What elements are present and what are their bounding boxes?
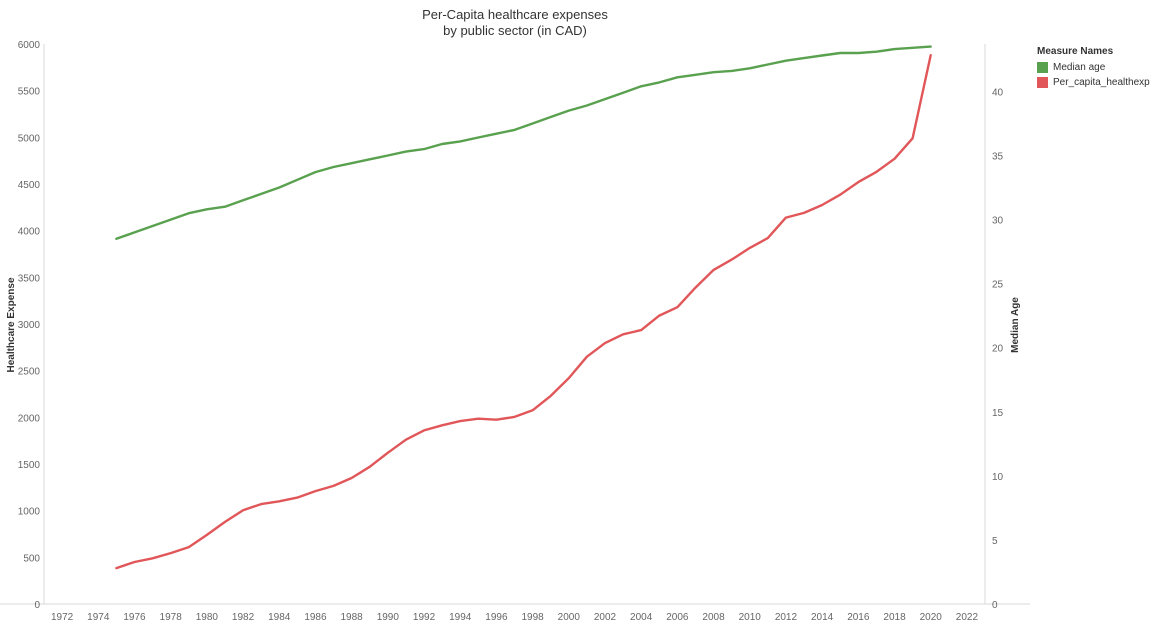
x-tick-label: 1978 (160, 612, 183, 623)
x-tick-label: 1976 (123, 612, 146, 623)
legend-title: Measure Names (1037, 46, 1114, 57)
x-tick-label: 1996 (485, 612, 508, 623)
legend-label-per-capita-healthexp: Per_capita_healthexp (1053, 77, 1150, 88)
x-tick-label: 2020 (920, 612, 943, 623)
x-tick-label: 2018 (883, 612, 906, 623)
right-tick-label: 40 (992, 87, 1004, 98)
right-tick-label: 25 (992, 280, 1004, 291)
right-tick-label: 5 (992, 536, 998, 547)
x-axis-ticks: 1972 1974 1976 1978 1980 1982 1984 1986 1988 1990… (51, 612, 978, 623)
legend-swatch-per-capita-healthexp (1037, 77, 1048, 88)
x-tick-label: 2000 (558, 612, 581, 623)
left-tick-label: 1500 (18, 460, 41, 471)
x-tick-label: 2012 (775, 612, 798, 623)
left-tick-label: 6000 (18, 40, 41, 51)
x-tick-label: 2002 (594, 612, 617, 623)
x-tick-label: 1980 (196, 612, 219, 623)
right-tick-label: 15 (992, 408, 1004, 419)
x-tick-label: 2010 (739, 612, 762, 623)
right-axis-label: Median Age (1010, 297, 1021, 353)
left-tick-label: 2000 (18, 413, 41, 424)
legend-item-per-capita-healthexp[interactable]: Per_capita_healthexp (1037, 75, 1150, 90)
left-tick-label: 500 (23, 553, 40, 564)
x-tick-label: 2014 (811, 612, 834, 623)
series-line-median-age (115, 45, 932, 241)
legend: Measure Names Median age Per_capita_heal… (1037, 46, 1150, 90)
x-tick-label: 2022 (956, 612, 979, 623)
x-tick-label: 1974 (87, 612, 110, 623)
chart-title: Per-Capita healthcare expenses (422, 7, 608, 22)
right-tick-label: 35 (992, 151, 1004, 162)
legend-item-median-age[interactable]: Median age (1037, 60, 1150, 75)
x-tick-label: 1990 (377, 612, 400, 623)
left-tick-label: 2500 (18, 367, 41, 378)
left-tick-label: 3000 (18, 320, 41, 331)
left-axis-label: Healthcare Expense (6, 277, 17, 372)
plot-area (0, 44, 1030, 605)
x-tick-label: 1994 (449, 612, 472, 623)
left-axis-ticks: 0 500 1000 1500 2000 2500 3000 3500 4000 4500 5000… (18, 40, 41, 611)
x-tick-label: 1988 (341, 612, 364, 623)
left-tick-label: 1000 (18, 507, 41, 518)
x-tick-label: 2016 (847, 612, 870, 623)
x-tick-label: 1986 (304, 612, 327, 623)
right-tick-label: 10 (992, 472, 1004, 483)
x-tick-label: 2006 (666, 612, 689, 623)
left-tick-label: 4000 (18, 227, 41, 238)
x-tick-label: 1998 (521, 612, 544, 623)
left-tick-label: 3500 (18, 273, 41, 284)
x-tick-label: 2004 (630, 612, 653, 623)
series-line-per-capita-healthexp (115, 54, 932, 570)
left-tick-label: 4500 (18, 180, 41, 191)
legend-swatch-median-age (1037, 62, 1048, 73)
right-tick-label: 20 (992, 344, 1004, 355)
left-tick-label: 5500 (18, 87, 41, 98)
line-chart: 1972 1974 1976 1978 1980 1982 1984 1986 1988 1990… (0, 40, 1030, 623)
left-tick-label: 5000 (18, 133, 41, 144)
right-tick-label: 30 (992, 216, 1004, 227)
x-tick-label: 1992 (413, 612, 436, 623)
chart-title-block: Per-Capita healthcare expenses by public… (0, 7, 1030, 39)
x-tick-label: 1984 (268, 612, 291, 623)
chart-subtitle: by public sector (in CAD) (443, 23, 587, 38)
legend-label-median-age: Median age (1053, 62, 1106, 73)
right-tick-label: 0 (992, 600, 998, 611)
left-tick-label: 0 (34, 600, 40, 611)
x-tick-label: 2008 (702, 612, 725, 623)
x-tick-label: 1972 (51, 612, 74, 623)
series-layer (115, 45, 932, 570)
x-tick-label: 1982 (232, 612, 255, 623)
right-axis-ticks: 0 5 10 15 20 25 30 35 40 (992, 87, 1004, 611)
